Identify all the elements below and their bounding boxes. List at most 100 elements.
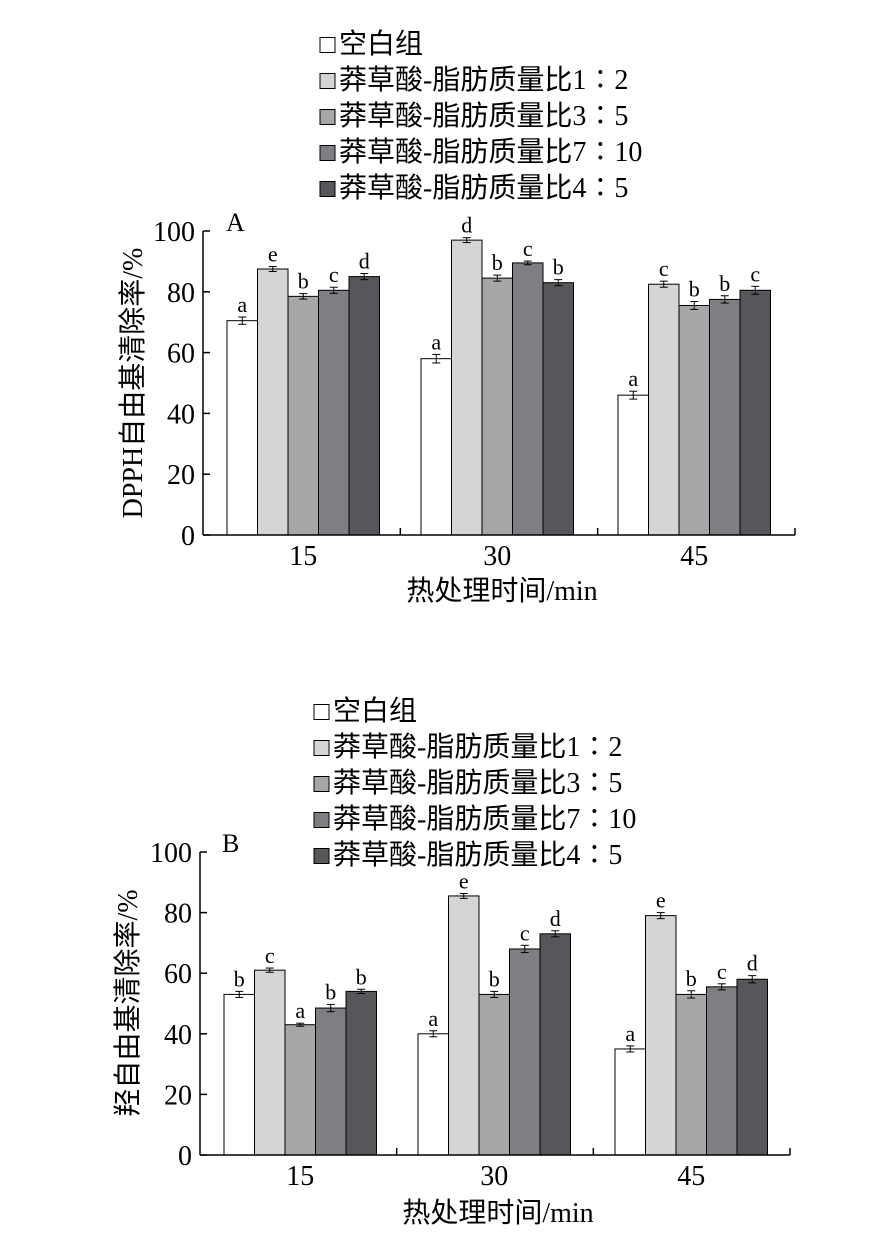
bar: [315, 1007, 347, 1156]
legend-swatch: [313, 812, 330, 828]
significance-letter: a: [431, 329, 441, 354]
significance-letter: b: [489, 966, 500, 991]
significance-letter: b: [234, 966, 245, 991]
y-tick-label: 20: [167, 460, 195, 491]
significance-letter: b: [686, 966, 697, 991]
bar: [706, 986, 738, 1156]
bar: [648, 283, 680, 536]
legend-label: 莽草酸-脂肪质量比7∶10: [339, 136, 642, 168]
significance-letter: d: [359, 249, 370, 274]
bar: [678, 304, 710, 536]
significance-letter: c: [717, 959, 727, 984]
significance-letter: c: [520, 920, 530, 945]
x-tick-label: 45: [677, 1161, 705, 1192]
significance-letter: c: [329, 262, 339, 287]
bar: [226, 320, 258, 536]
panel-label: A: [226, 208, 245, 237]
x-tick-label: 45: [680, 541, 708, 572]
bar: [478, 993, 510, 1156]
legend-label: 莽草酸-脂肪质量比1∶2: [333, 731, 622, 763]
significance-letter: a: [428, 1006, 438, 1031]
bar: [539, 933, 571, 1156]
bar: [223, 993, 255, 1156]
bar: [645, 915, 677, 1156]
significance-letter: b: [356, 964, 367, 989]
legend-label: 莽草酸-脂肪质量比1∶2: [339, 64, 628, 96]
y-tick-label: 20: [164, 1080, 192, 1111]
bar: [542, 282, 574, 536]
bar: [614, 1048, 646, 1156]
bar: [509, 948, 541, 1156]
legend-swatch: [319, 73, 336, 89]
bar: [420, 358, 452, 536]
significance-letter: b: [553, 255, 564, 280]
x-tick-label: 30: [480, 1161, 508, 1192]
y-tick-label: 40: [167, 399, 195, 430]
bar: [448, 895, 480, 1156]
y-tick-label: 0: [181, 521, 195, 552]
significance-letter: d: [747, 951, 758, 976]
bar: [318, 289, 350, 536]
bar: [287, 295, 319, 536]
significance-letter: b: [719, 271, 730, 296]
significance-letter: a: [628, 366, 638, 391]
bar: [709, 298, 741, 536]
y-tick-label: 40: [164, 1020, 192, 1051]
legend-swatch: [319, 181, 336, 197]
bar: [348, 276, 380, 536]
panel-label: B: [222, 829, 239, 858]
significance-letter: e: [459, 869, 469, 894]
legend-swatch: [313, 776, 330, 792]
y-axis-label: DPPH自由基清除率/%: [117, 248, 149, 519]
significance-letter: b: [492, 250, 503, 275]
significance-letter: a: [237, 292, 247, 317]
significance-letter: e: [268, 242, 278, 267]
y-axis-label: 羟自由基清除率/%: [112, 889, 144, 1116]
legend-label: 空白组: [339, 28, 423, 60]
significance-letter: b: [689, 277, 700, 302]
bar: [739, 289, 771, 536]
x-axis-label: 热处理时间/min: [402, 1197, 593, 1229]
bar: [481, 277, 513, 536]
significance-letter: b: [325, 979, 336, 1004]
significance-letter: c: [265, 943, 275, 968]
legend-label: 莽草酸-脂肪质量比4∶5: [339, 172, 628, 204]
bar: [451, 239, 483, 536]
y-tick-label: 60: [164, 959, 192, 990]
x-tick-label: 30: [483, 541, 511, 572]
y-tick-label: 80: [167, 278, 195, 309]
legend-label: 莽草酸-脂肪质量比3∶5: [333, 767, 622, 799]
bar: [512, 262, 544, 536]
x-tick-label: 15: [286, 1161, 314, 1192]
legend-swatch: [313, 848, 330, 864]
significance-letter: c: [659, 256, 669, 281]
y-tick-label: 100: [153, 217, 195, 248]
bar: [257, 268, 289, 536]
significance-letter: c: [750, 261, 760, 286]
legend-label: 莽草酸-脂肪质量比4∶5: [333, 839, 622, 871]
bar: [284, 1024, 316, 1156]
legend-swatch: [313, 740, 330, 756]
significance-letter: d: [461, 213, 472, 238]
bar: [345, 990, 377, 1156]
bar: [675, 993, 707, 1156]
legend-swatch: [313, 704, 330, 720]
legend-label: 空白组: [333, 695, 417, 727]
legend-label: 莽草酸-脂肪质量比3∶5: [339, 100, 628, 132]
bar: [417, 1033, 449, 1156]
significance-letter: e: [656, 888, 666, 913]
legend-swatch: [319, 109, 336, 125]
bar: [617, 394, 649, 536]
y-tick-label: 0: [178, 1141, 192, 1172]
y-tick-label: 80: [164, 899, 192, 930]
bar: [254, 969, 286, 1156]
significance-letter: a: [295, 998, 305, 1023]
x-tick-label: 15: [289, 541, 317, 572]
y-tick-label: 100: [150, 838, 192, 869]
legend-label: 莽草酸-脂肪质量比7∶10: [333, 803, 636, 835]
